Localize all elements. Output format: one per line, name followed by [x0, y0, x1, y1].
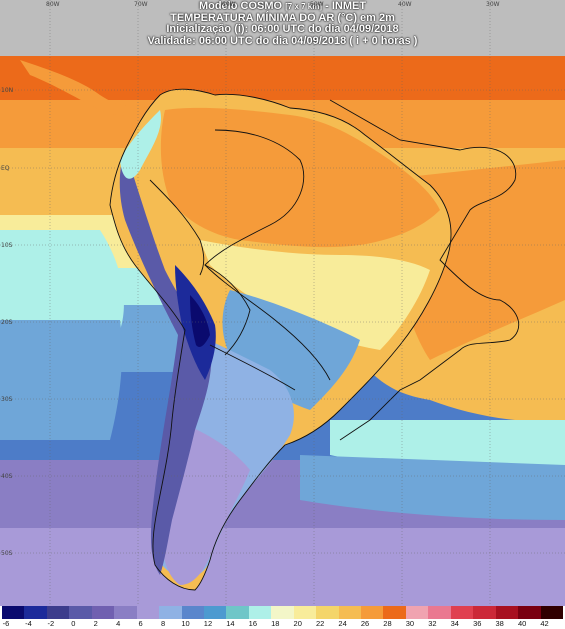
legend-tick-label: 0 [71, 619, 76, 628]
legend-tick-label: 40 [517, 619, 527, 628]
map-header: Modelo COSMO [7 x 7 km] - INMET TEMPERAT… [0, 0, 565, 57]
temperature-map-svg [0, 0, 565, 606]
title-line-2: TEMPERATURA MÍNIMA DO AR (°C) em 2m [170, 11, 395, 24]
legend-tick-label: 24 [338, 619, 347, 628]
graticule [0, 0, 565, 606]
legend-swatch [69, 606, 92, 619]
country-borders [109, 88, 520, 591]
pacific-cool [0, 230, 124, 330]
central-mild [200, 240, 430, 350]
color-legend: -6 -4 -2 0 2 4 6 8 10 12 14 16 18 20 22 24 26 28 30 32 34 36 3… [0, 606, 565, 629]
lat-label-30s: 30S [1, 396, 13, 403]
forecast-map: Modelo COSMO [7 x 7 km] - INMET TEMPERAT… [0, 0, 565, 606]
legend-swatch [338, 606, 361, 619]
legend-tick-label: 14 [226, 619, 235, 628]
north-america-land [0, 0, 565, 56]
legend-swatch [405, 606, 429, 619]
legend-swatch [428, 606, 451, 619]
legend-swatch [159, 606, 182, 619]
amazon-warm [160, 107, 440, 248]
legend-swatch [361, 606, 384, 619]
legend-tick-label: 18 [271, 619, 280, 628]
legend-tick-label: -6 [2, 619, 10, 628]
legend-tick-label: 20 [293, 619, 302, 628]
continent-outline [109, 88, 452, 591]
lat-label-40s: 40S [1, 473, 13, 480]
lon-label-40w: 40W [398, 1, 412, 8]
legend-tick-label: 22 [315, 619, 325, 628]
south-atlantic-cold [300, 455, 565, 520]
legend-tick-label: 10 [181, 619, 190, 628]
legend-tick-label: 12 [203, 619, 213, 628]
legend-swatch [473, 606, 496, 619]
central-america [20, 60, 150, 116]
band-polar [0, 528, 565, 606]
legend-swatch [540, 606, 563, 619]
legend-tick-label: 8 [160, 619, 166, 628]
institute: - INMET [325, 0, 367, 12]
pacific-cold [0, 320, 122, 440]
legend-tick-label: 16 [248, 619, 257, 628]
legend-swatch [518, 606, 541, 619]
lon-label-50w: 50W [310, 1, 324, 8]
peru-border [149, 179, 205, 276]
legend-swatch [450, 606, 474, 619]
legend-swatch [293, 606, 317, 619]
legend-swatch [91, 606, 115, 619]
legend-swatch [136, 606, 160, 619]
legend-tick-label: 4 [116, 619, 121, 628]
northern-andes-cool [120, 110, 161, 179]
legend-swatch [2, 606, 25, 619]
legend-swatch [24, 606, 47, 619]
legend-tick-label: -4 [25, 619, 32, 628]
bolivia-border [204, 264, 251, 356]
title-line-4: Validade: 06:00 UTC do dia 04/09/2018 ( … [147, 34, 418, 47]
legend-swatch [226, 606, 249, 619]
lon-label-70w: 70W [134, 1, 148, 8]
andes-cold [119, 150, 212, 575]
legend-tick-label: 6 [138, 619, 143, 628]
model-resolution: [7 x 7 km] [285, 2, 323, 11]
legend-tick-label: 26 [360, 619, 370, 628]
lat-label-10s: 10S [1, 242, 13, 249]
legend-tick-label: 42 [540, 619, 549, 628]
argentina-border [209, 344, 296, 391]
legend-swatch [203, 606, 227, 619]
title-line-3: Inicialização (i): 06:00 UTC do dia 04/0… [166, 23, 399, 35]
legend-swatch [46, 606, 70, 619]
model-name: Modelo COSMO [198, 0, 283, 12]
south-america [110, 89, 451, 590]
legend-tick-label: 38 [495, 619, 504, 628]
legend-tick-label: 32 [428, 619, 437, 628]
legend-swatch [114, 606, 137, 619]
lon-label-60w: 60W [222, 1, 236, 8]
legend-color-bar [2, 606, 563, 619]
legend-tick-label: 34 [450, 619, 459, 628]
legend-swatch [271, 606, 294, 619]
lon-label-80w: 80W [46, 1, 60, 8]
legend-tick-label: 28 [383, 619, 392, 628]
lat-label-10n: 10N [1, 87, 14, 94]
legend-tick-label: 36 [473, 619, 482, 628]
legend-swatch [383, 606, 406, 619]
legend-swatch [181, 606, 204, 619]
legend-tick-label: -2 [47, 619, 55, 628]
legend-swatch [495, 606, 519, 619]
lon-label-30w: 30W [486, 1, 500, 8]
lat-label-50s: 50S [1, 550, 13, 557]
altiplano-core [190, 295, 210, 347]
eez-outline [329, 99, 520, 441]
title-line-1: Modelo COSMO [7 x 7 km] - INMET [0, 0, 565, 13]
legend-tick-labels: -6 -4 -2 0 2 4 6 8 10 12 14 16 18 20 22 24 26 28 30 32 34 36 3… [2, 619, 563, 629]
lat-label-20s: 20S [1, 319, 13, 326]
legend-tick-label: 2 [93, 619, 98, 628]
legend-swatch [316, 606, 339, 619]
legend-tick-label: 30 [405, 619, 415, 628]
lat-label-eq: EQ [1, 165, 10, 172]
legend-swatch [248, 606, 272, 619]
